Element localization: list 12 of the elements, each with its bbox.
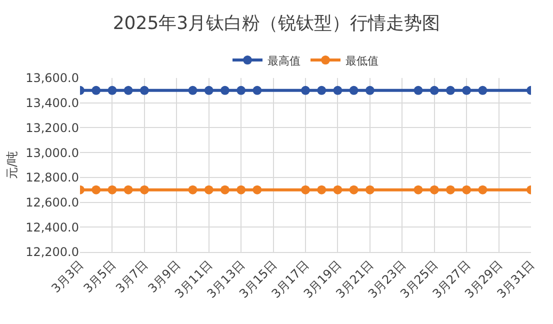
- y-tick-label: 13,600.0: [26, 71, 79, 86]
- chart-title: 2025年3月钛白粉（锐钛型）行情走势图: [112, 12, 440, 34]
- y-tick-label: 13,400.0: [26, 96, 79, 110]
- legend-label: 最低值: [346, 54, 378, 68]
- y-tick-label: 13,000.0: [26, 146, 79, 160]
- y-tick-label: 13,200.0: [26, 120, 79, 135]
- y-axis-title: 元/吨: [4, 150, 19, 180]
- y-tick-label: 12,800.0: [26, 170, 79, 185]
- y-tick-label: 12,400.0: [26, 220, 79, 234]
- y-tick-label: 12,600.0: [26, 195, 79, 210]
- legend-label: 最高值: [268, 54, 300, 68]
- y-tick-label: 12,200.0: [26, 245, 79, 260]
